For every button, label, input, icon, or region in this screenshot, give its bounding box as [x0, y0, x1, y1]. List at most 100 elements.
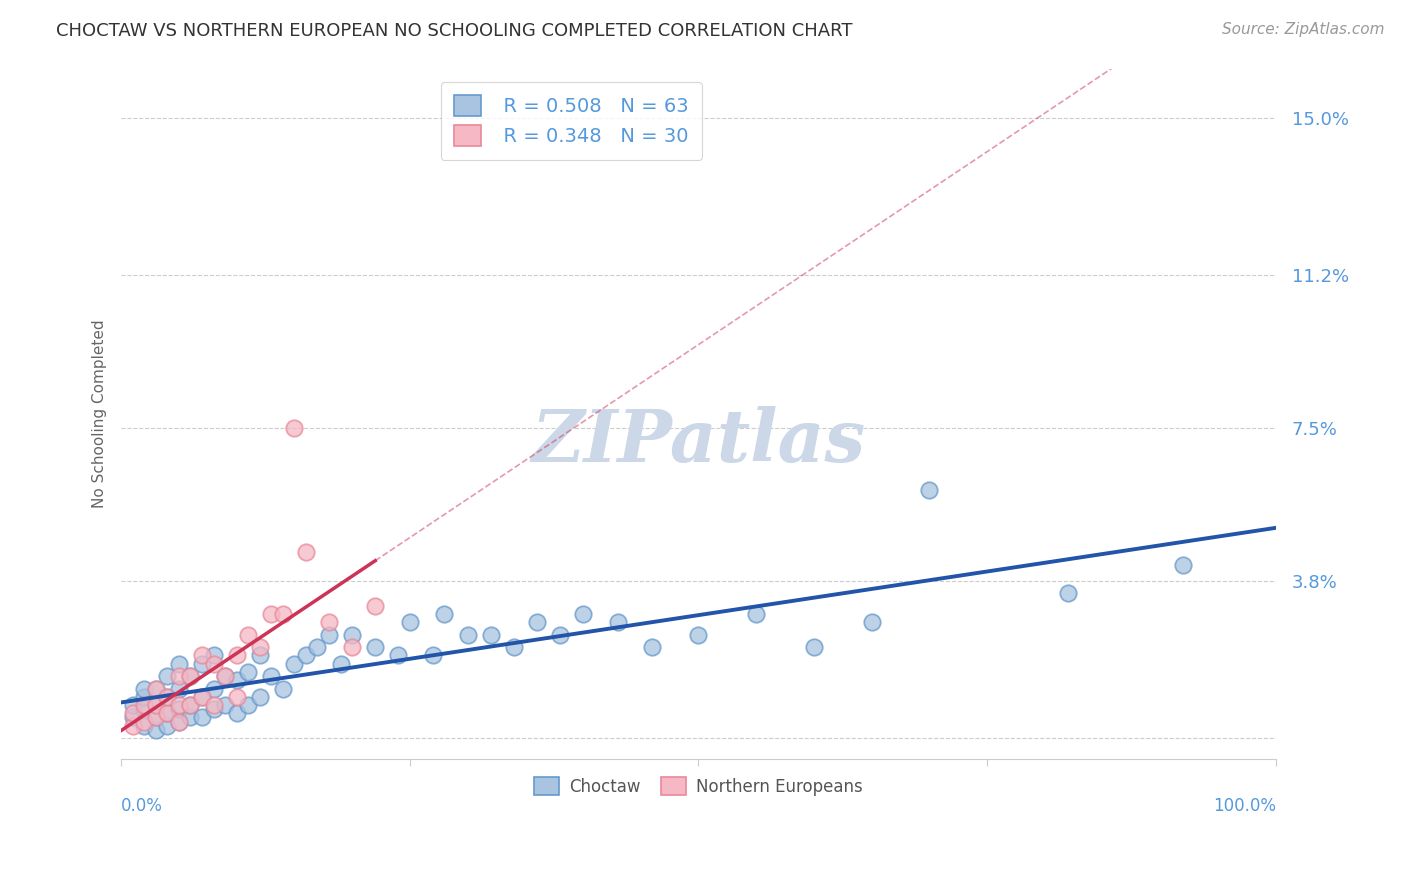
Point [145, 710, 167, 724]
Point [179, 698, 201, 712]
Point [238, 665, 260, 679]
Point [457, 628, 479, 642]
Text: Source: ZipAtlas.com: Source: ZipAtlas.com [1222, 22, 1385, 37]
Text: CHOCTAW VS NORTHERN EUROPEAN NO SCHOOLING COMPLETED CORRELATION CHART: CHOCTAW VS NORTHERN EUROPEAN NO SCHOOLIN… [56, 22, 853, 40]
Point [156, 706, 179, 721]
Point [156, 669, 179, 683]
Point [134, 702, 156, 716]
Point [214, 669, 236, 683]
Point [156, 706, 179, 721]
Point [167, 714, 190, 729]
Point [214, 698, 236, 712]
Point [860, 615, 883, 630]
Point [145, 710, 167, 724]
Point [641, 640, 664, 655]
Text: 0.0%: 0.0% [121, 797, 163, 814]
Point [167, 698, 190, 712]
Point [179, 698, 201, 712]
Point [179, 669, 201, 683]
Point [387, 648, 409, 663]
Point [121, 706, 143, 721]
Point [167, 681, 190, 696]
Point [745, 607, 768, 621]
Point [191, 710, 214, 724]
Text: 100.0%: 100.0% [1213, 797, 1275, 814]
Point [295, 545, 318, 559]
Point [145, 723, 167, 737]
Point [214, 669, 236, 683]
Point [202, 648, 225, 663]
Point [307, 640, 329, 655]
Point [202, 698, 225, 712]
Point [134, 714, 156, 729]
Point [433, 607, 456, 621]
Point [422, 648, 444, 663]
Point [179, 669, 201, 683]
Point [191, 690, 214, 704]
Point [121, 698, 143, 712]
Point [134, 690, 156, 704]
Point [249, 640, 271, 655]
Point [249, 648, 271, 663]
Point [340, 640, 363, 655]
Point [364, 640, 387, 655]
Point [283, 657, 305, 671]
Point [606, 615, 628, 630]
Legend: Choctaw, Northern Europeans: Choctaw, Northern Europeans [527, 770, 869, 802]
Point [191, 657, 214, 671]
Point [271, 681, 294, 696]
Point [202, 702, 225, 716]
Point [191, 690, 214, 704]
Point [202, 681, 225, 696]
Point [225, 706, 247, 721]
Point [145, 681, 167, 696]
Point [145, 698, 167, 712]
Point [688, 628, 710, 642]
Point [167, 714, 190, 729]
Point [318, 628, 340, 642]
Point [526, 615, 548, 630]
Point [167, 702, 190, 716]
Point [260, 607, 283, 621]
Point [329, 657, 352, 671]
Point [918, 483, 941, 497]
Point [225, 690, 247, 704]
Point [340, 628, 363, 642]
Point [167, 669, 190, 683]
Point [249, 690, 271, 704]
Point [398, 615, 420, 630]
Point [295, 648, 318, 663]
Point [502, 640, 524, 655]
Point [548, 628, 571, 642]
Point [260, 669, 283, 683]
Point [364, 599, 387, 613]
Point [121, 719, 143, 733]
Point [167, 657, 190, 671]
Point [1057, 586, 1080, 600]
Point [202, 657, 225, 671]
Point [156, 719, 179, 733]
Point [225, 673, 247, 688]
Point [156, 690, 179, 704]
Point [191, 648, 214, 663]
Point [572, 607, 595, 621]
Point [479, 628, 502, 642]
Point [145, 681, 167, 696]
Point [283, 421, 305, 435]
Point [156, 690, 179, 704]
Point [179, 710, 201, 724]
Point [1173, 558, 1195, 572]
Point [238, 698, 260, 712]
Point [225, 648, 247, 663]
Point [271, 607, 294, 621]
Point [238, 628, 260, 642]
Point [121, 710, 143, 724]
Point [134, 698, 156, 712]
Point [803, 640, 825, 655]
Text: ZIPatlas: ZIPatlas [531, 406, 866, 476]
Point [318, 615, 340, 630]
Y-axis label: No Schooling Completed: No Schooling Completed [93, 319, 107, 508]
Point [134, 719, 156, 733]
Point [145, 698, 167, 712]
Point [134, 681, 156, 696]
